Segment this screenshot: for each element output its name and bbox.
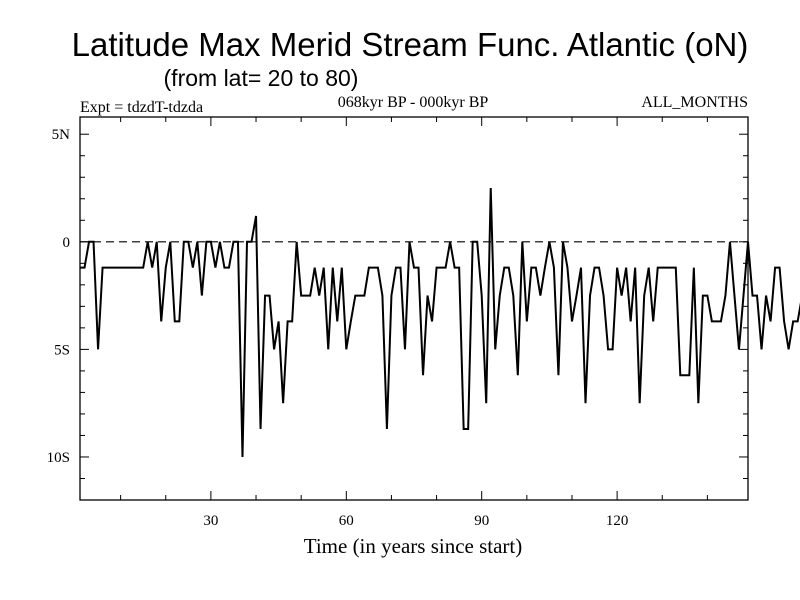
plot-frame [79, 116, 749, 501]
x-axis-title: Time (in years since start) [304, 534, 523, 558]
chart-subtitle: (from lat= 20 to 80) [164, 65, 359, 91]
experiment-label: Expt = tdzdT-tdzda [80, 99, 203, 116]
y-tick-label: 10S [47, 450, 70, 466]
y-tick-label: 5S [54, 342, 70, 358]
y-tick-label: 5N [52, 127, 71, 143]
data-series-line [80, 187, 800, 457]
x-tick-label: 60 [339, 513, 354, 529]
time-range-label: 068kyr BP - 000kyr BP [338, 94, 489, 111]
y-tick-label: 0 [63, 235, 71, 251]
chart-title: Latitude Max Merid Stream Func. Atlantic… [72, 26, 749, 63]
months-label: ALL_MONTHS [641, 94, 748, 111]
x-tick-label: 30 [203, 513, 218, 529]
x-tick-label: 120 [606, 513, 629, 529]
x-tick-label: 90 [474, 513, 489, 529]
